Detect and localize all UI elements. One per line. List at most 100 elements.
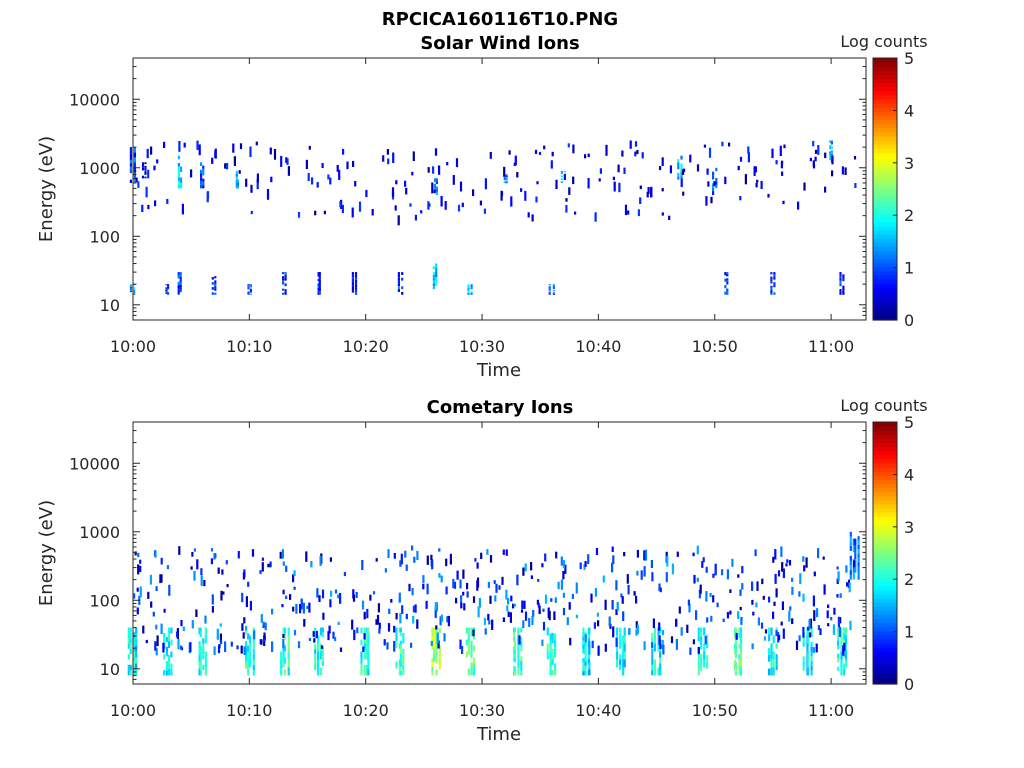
spectrogram-bin [817,548,820,559]
colorbar-segment [873,675,897,681]
spectrogram-bin [369,594,372,601]
spectrogram-bin [181,203,184,215]
spectrogram-cell [842,274,845,277]
spectrogram-cell [144,176,147,179]
spectrogram-bin [537,578,540,582]
spectrogram-bin [484,178,487,190]
colorbar-segment [873,127,897,133]
spectrogram-bin [510,196,513,207]
spectrogram-cell [399,671,402,676]
spectrogram-bin [716,602,719,608]
spectrogram-bin [665,572,668,583]
spectrogram-cell [503,176,506,179]
spectrogram-cell [724,285,727,289]
spectrogram-cell [773,282,776,285]
spectrogram-bin [514,155,517,166]
spectrogram-cell [772,659,775,668]
spectrogram-bin [797,201,800,210]
spectrogram-bin [210,548,214,552]
colorbar-segment [873,291,897,297]
spectrogram-bin [670,636,674,644]
spectrogram-bin [259,639,262,645]
spectrogram-bin [249,146,252,158]
spectrogram-cell [252,648,255,655]
spectrogram-cell [127,627,130,633]
spectrogram-cell [129,286,133,289]
spectrogram-bin [500,190,503,201]
colorbar-segment [873,577,897,583]
spectrogram-cell [857,549,860,554]
colorbar-segment [873,618,897,624]
spectrogram-cell [180,182,183,189]
spectrogram-cell [432,280,435,284]
spectrogram-cell [204,635,207,644]
spectrogram-cell [367,645,370,652]
spectrogram-cell [588,648,591,655]
spectrogram-cell [167,285,170,287]
spectrogram-bin [220,590,223,601]
spectrogram-bin [166,565,169,570]
colorbar-segment [873,524,897,530]
spectrogram-bin [628,627,631,635]
spectrogram-bin [434,606,437,618]
spectrogram-cell [706,634,709,642]
spectrogram-bin [285,565,288,572]
spectrogram-bin [756,179,759,183]
spectrogram-bin [761,578,764,585]
spectrogram-bin [671,563,674,575]
colorbar-segment [873,205,897,211]
spectrogram-cell [470,671,473,676]
spectrogram-cell [129,289,133,291]
spectrogram-bin [285,595,288,599]
spectrogram-cell [247,645,250,652]
spectrogram-cell [738,664,741,671]
spectrogram-cell [433,180,437,183]
spectrogram-bin [689,154,692,163]
spectrogram-bin [154,200,157,207]
spectrogram-bin [836,566,839,570]
spectrogram-cell [842,285,845,288]
spectrogram-bin [177,639,180,650]
spectrogram-cell [582,645,585,650]
spectrogram-bin [635,629,638,636]
spectrogram-cell [167,292,170,294]
spectrogram-cell [467,668,470,676]
spectrogram-cell [363,654,366,660]
spectrogram-bin [702,557,705,563]
spectrogram-cell [366,632,369,639]
spectrogram-cell [133,637,136,642]
spectrogram-bin [747,152,750,163]
spectrogram-cell [397,272,400,275]
spectrogram-cell [807,667,810,676]
spectrogram-bin [760,622,764,629]
spectrogram-bin [808,632,812,638]
spectrogram-cell [772,635,775,644]
spectrogram-bin [484,628,487,635]
spectrogram-cell [144,169,147,172]
spectrogram-cell [842,288,845,291]
colorbar-segment [873,634,897,640]
spectrogram-bin [508,150,511,155]
spectrogram-cell [724,291,727,295]
spectrogram-bin [661,157,664,166]
spectrogram-bin [211,606,214,613]
spectrogram-cell [810,656,813,662]
spectrogram-bin [659,644,662,650]
spectrogram-bin [597,620,600,627]
spectrogram-bin [245,596,248,608]
spectrogram-bin [474,558,477,562]
spectrogram-cell [397,277,400,281]
spectrogram-bin [219,633,222,643]
spectrogram-bin [463,603,466,611]
spectrogram-bin [652,618,655,629]
spectrogram-cell [842,278,845,282]
spectrogram-bin [295,604,298,614]
spectrogram-bin [591,640,594,649]
spectrogram-cell [837,631,840,637]
spectrogram-bin [689,647,692,655]
spectrogram-bin [783,144,786,149]
spectrogram-bin [269,561,272,568]
spectrogram-cell [252,627,255,633]
colorbar-segment [873,467,897,472]
colorbar-segment [873,98,897,104]
